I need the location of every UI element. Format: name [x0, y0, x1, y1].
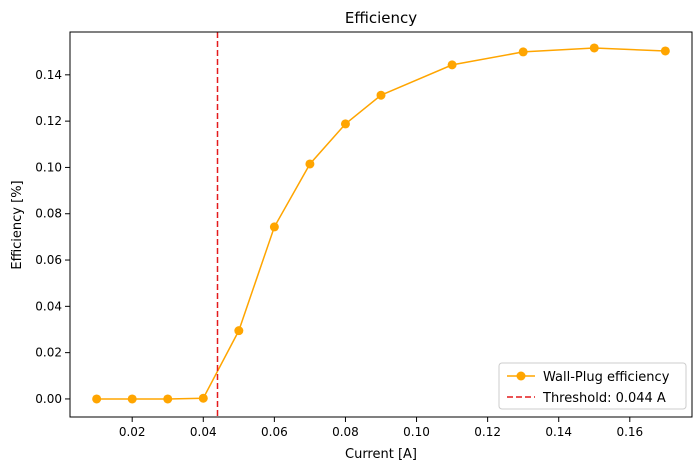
x-tick-label: 0.06: [261, 425, 288, 439]
data-point: [92, 394, 102, 404]
data-point: [518, 47, 528, 57]
data-point: [447, 60, 457, 70]
x-tick-label: 0.16: [616, 425, 643, 439]
plot-area: [70, 32, 692, 417]
legend-series-label: Wall-Plug efficiency: [543, 370, 670, 385]
legend-series-marker: [516, 371, 526, 381]
data-point: [340, 119, 350, 129]
data-point: [376, 90, 386, 100]
x-tick-label: 0.02: [119, 425, 146, 439]
y-tick-label: 0.08: [35, 207, 62, 221]
legend-box: [498, 362, 687, 410]
data-point: [198, 393, 208, 403]
data-point: [269, 222, 279, 232]
legend: Wall-Plug efficiency Threshold: 0.044 A: [498, 362, 687, 410]
data-point: [127, 394, 137, 404]
data-point: [234, 326, 244, 336]
y-axis: 0.00 0.02 0.04 0.06 0.08 0.10 0.12 0.14: [35, 68, 70, 406]
legend-threshold-label: Threshold: 0.044 A: [542, 391, 666, 406]
x-tick-label: 0.14: [545, 425, 572, 439]
y-tick-label: 0.06: [35, 253, 62, 267]
data-point: [163, 394, 173, 404]
y-tick-label: 0.04: [35, 299, 62, 313]
y-tick-label: 0.00: [35, 392, 62, 406]
x-tick-label: 0.10: [403, 425, 430, 439]
data-point: [660, 46, 670, 56]
plot-frame: [69, 31, 693, 418]
x-tick-label: 0.08: [332, 425, 359, 439]
y-tick-label: 0.02: [35, 346, 62, 360]
x-tick-label: 0.04: [190, 425, 217, 439]
y-tick-label: 0.12: [35, 114, 62, 128]
y-tick-label: 0.14: [35, 68, 62, 82]
data-point: [589, 43, 599, 53]
x-axis: 0.02 0.04 0.06 0.08 0.10 0.12 0.14 0.16: [119, 417, 643, 439]
chart-title: Efficiency: [345, 9, 417, 27]
x-tick-label: 0.12: [474, 425, 501, 439]
y-tick-label: 0.10: [35, 160, 62, 174]
data-point: [305, 159, 315, 169]
x-axis-label: Current [A]: [345, 447, 417, 462]
y-axis-label: Efficiency [%]: [10, 180, 25, 269]
series-layer: [92, 43, 670, 404]
